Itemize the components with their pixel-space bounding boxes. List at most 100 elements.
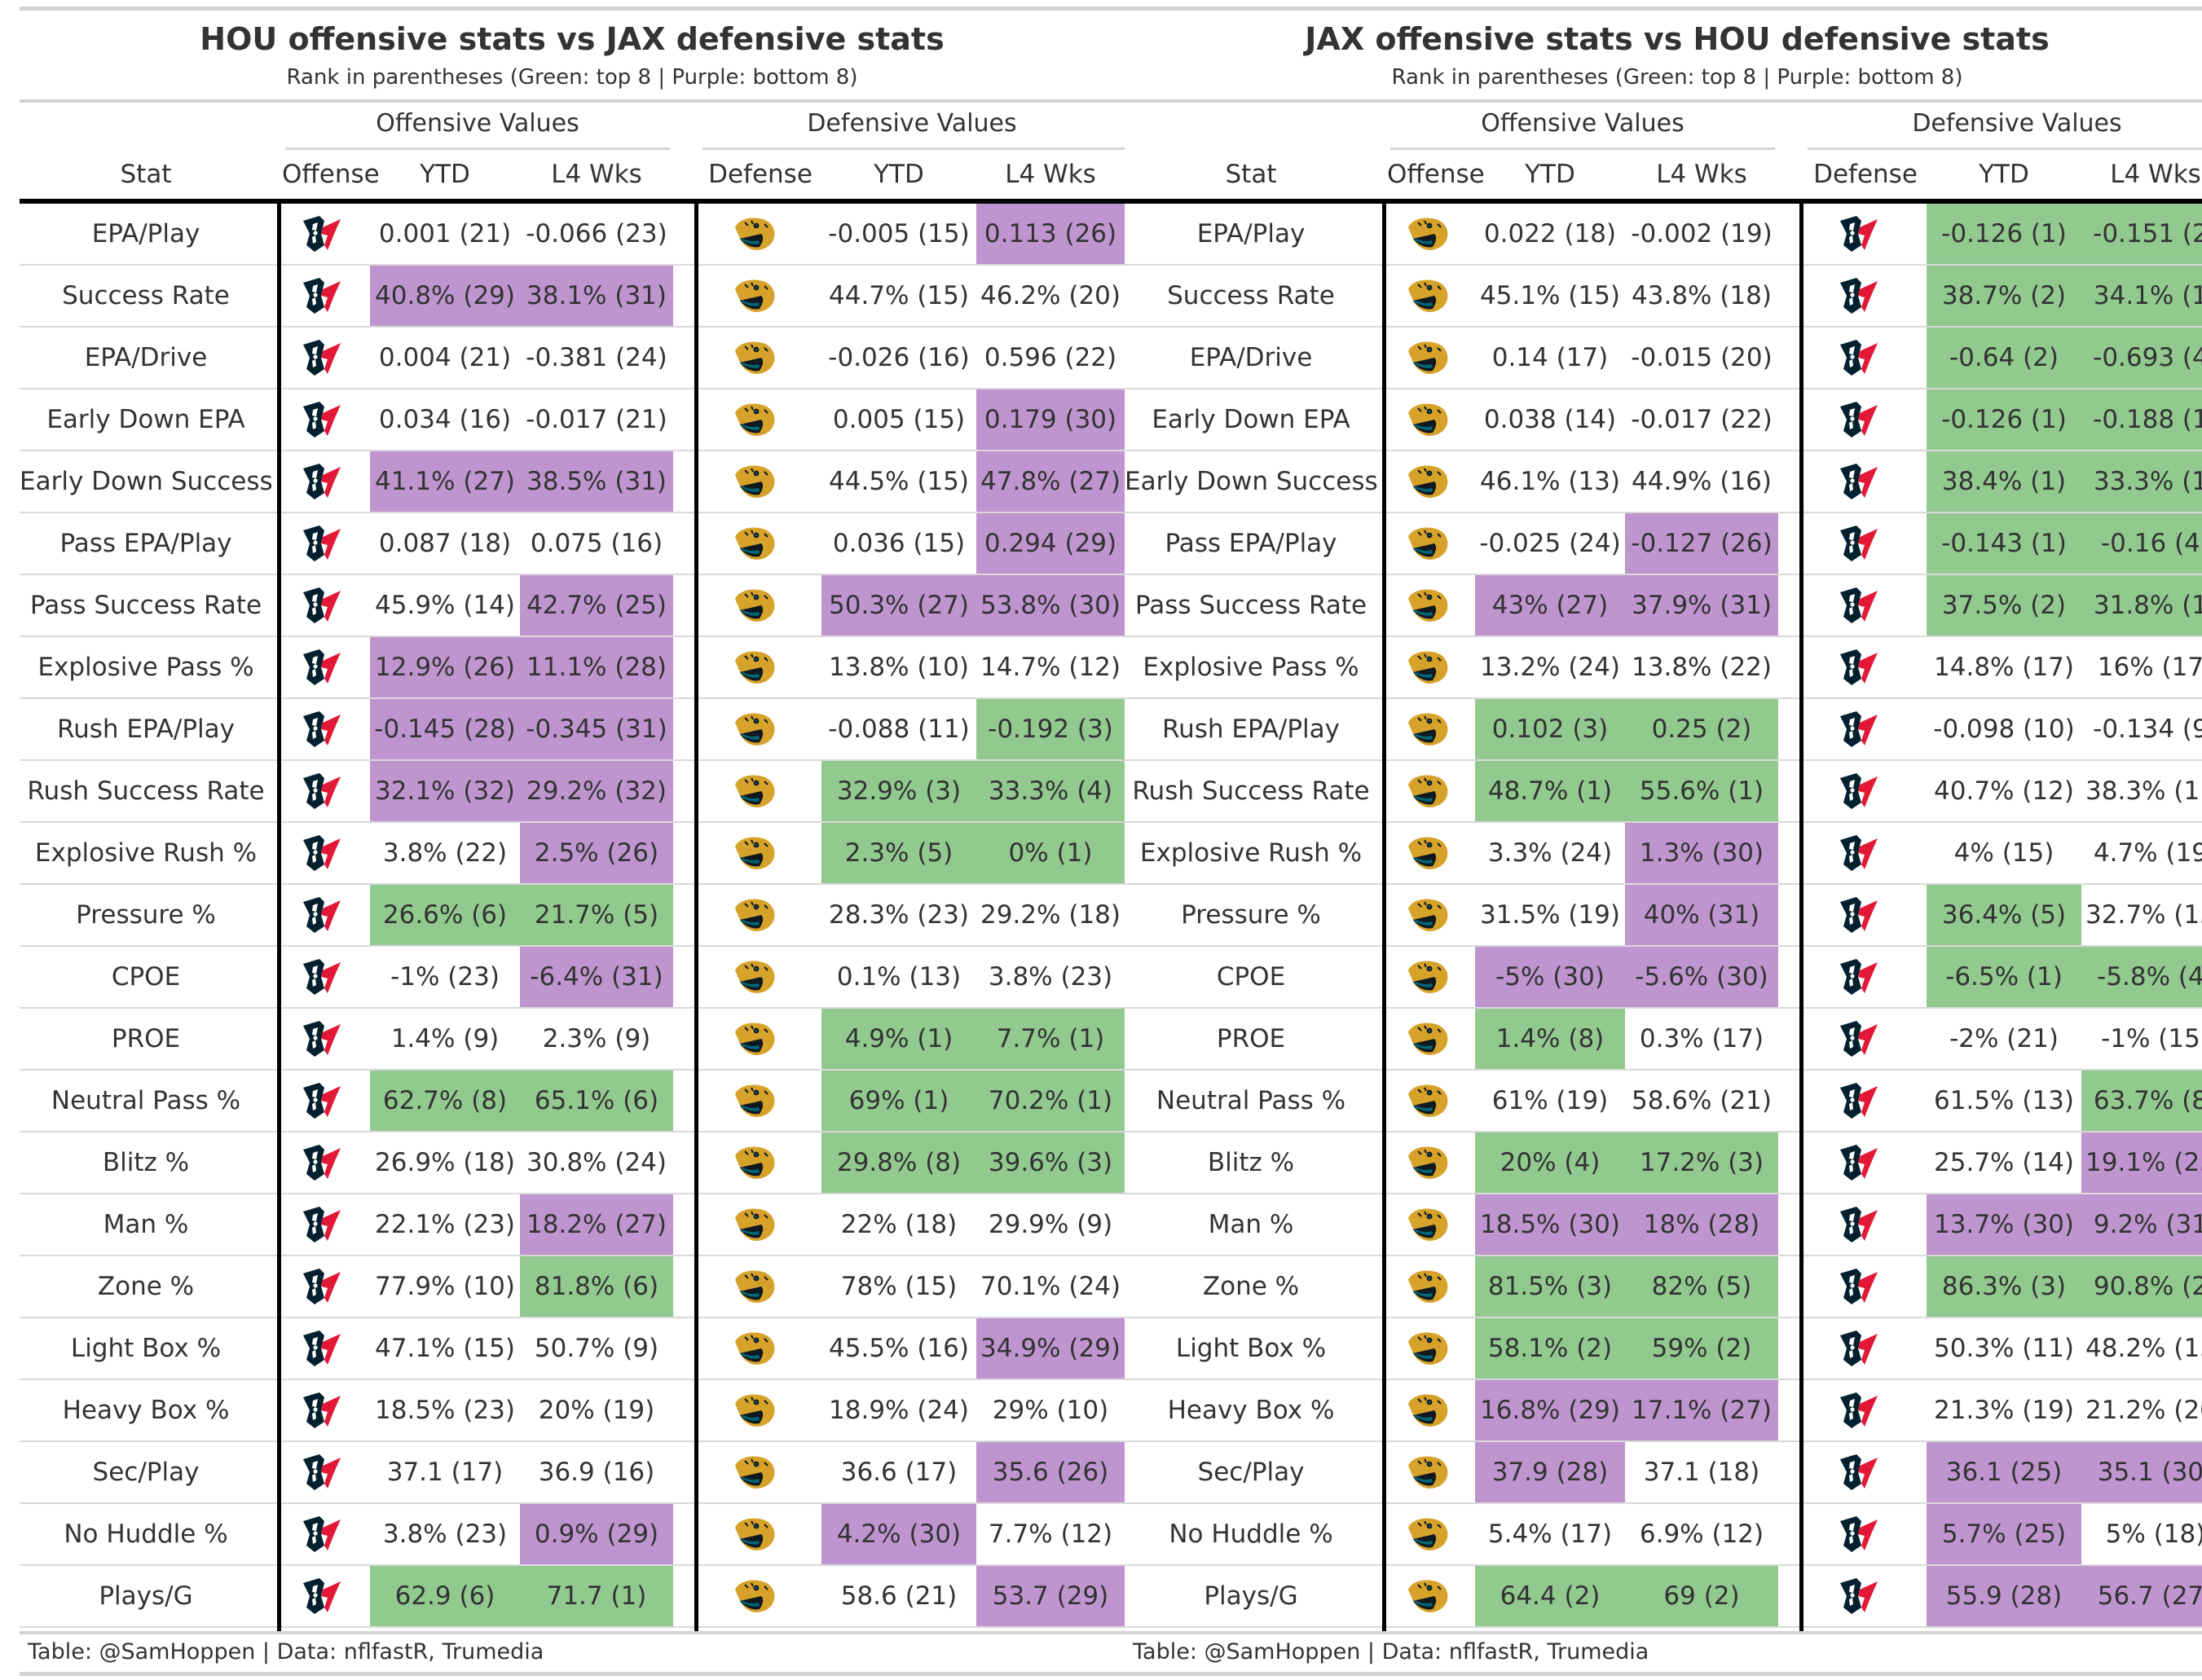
value-cell-def-l4: 53.8% (30) (976, 575, 1125, 635)
table-row: Early Down Success 41.1% (27) 38.5% (31) 44… (20, 451, 1125, 513)
jaguars-logo-icon (1408, 465, 1448, 498)
table-row: No Huddle % 5.4% (17) 6.9% (12) 5.7% (25) 5%… (1125, 1504, 2202, 1566)
value-cell-def-l4: -0.188 (1) (2081, 389, 2202, 450)
value-cell-def-l4: 34.9% (29) (976, 1318, 1125, 1379)
value-cell-def-ytd: 55.9 (28) (1927, 1566, 2081, 1626)
jaguars-logo-icon (1408, 775, 1448, 807)
value-cell-def-ytd: -0.005 (15) (828, 219, 970, 248)
texans-logo-icon (303, 587, 341, 623)
texans-logo-icon (1840, 711, 1878, 747)
texans-logo-icon (1840, 1145, 1878, 1181)
offensive-values-spanner: Offensive Values (376, 109, 579, 138)
value-cell-off-l4: 37.1 (18) (1643, 1458, 1760, 1487)
value-cell-def-l4: 4.7% (19) (2093, 838, 2202, 868)
stat-label: Success Rate (62, 281, 230, 310)
value-cell-def-ytd: 38.7% (2) (1927, 266, 2081, 326)
value-cell-off-l4: 82% (5) (1625, 1256, 1778, 1317)
texans-logo-icon (303, 278, 341, 314)
stat-label: Rush Success Rate (27, 776, 265, 806)
texans-logo-icon (303, 1145, 341, 1181)
value-cell-def-l4: -0.134 (9) (2093, 715, 2202, 744)
value-cell-off-ytd: 61% (19) (1491, 1086, 1609, 1115)
table-row: EPA/Drive 0.14 (17) -0.015 (20) -0.64 (2) -0… (1125, 328, 2202, 389)
table-title: HOU offensive stats vs JAX defensive sta… (200, 21, 945, 57)
column-header-offense: Offense (1387, 160, 1485, 189)
table-row: Rush Success Rate 48.7% (1) 55.6% (1) 40.7%… (1125, 761, 2202, 823)
stat-label: Zone % (1202, 1272, 1300, 1301)
jaguars-logo-icon (735, 775, 775, 807)
value-cell-def-l4: 39.6% (3) (976, 1132, 1125, 1193)
column-header-def-l4: L4 Wks (2110, 160, 2201, 189)
value-cell-def-l4: 46.2% (20) (980, 281, 1121, 310)
value-cell-def-ytd: -6.5% (1) (1927, 947, 2081, 1007)
left-table-panel: HOU offensive stats vs JAX defensive sta… (20, 7, 1125, 1677)
value-cell-def-l4: 53.7 (29) (976, 1566, 1125, 1626)
value-cell-off-l4: 38.5% (31) (520, 451, 673, 512)
jaguars-logo-icon (1408, 1394, 1448, 1427)
value-cell-off-l4: 20% (19) (538, 1396, 655, 1425)
source-note: Table: @SamHoppen | Data: nflfastR, Trum… (28, 1639, 544, 1665)
value-cell-def-ytd: 14.8% (17) (1934, 653, 2074, 682)
stat-label: Early Down EPA (1152, 405, 1350, 434)
value-cell-off-ytd: 40.8% (29) (370, 266, 520, 326)
jaguars-logo-icon (1408, 1518, 1448, 1550)
value-cell-def-l4: 70.1% (24) (980, 1272, 1121, 1301)
value-cell-off-ytd: 46.1% (13) (1480, 467, 1620, 496)
value-cell-off-ytd: 22.1% (23) (375, 1210, 515, 1239)
table-row: EPA/Drive 0.004 (21) -0.381 (24) -0.026 (16… (20, 328, 1125, 389)
value-cell-def-l4: 16% (17) (2097, 653, 2202, 682)
table-row: Heavy Box % 18.5% (23) 20% (19) 18.9% (24) 2… (20, 1380, 1125, 1442)
column-header-off-l4: L4 Wks (1656, 160, 1747, 189)
value-cell-off-l4: 44.9% (16) (1632, 467, 1772, 496)
value-cell-def-l4: 56.7 (27) (2081, 1566, 2202, 1626)
value-cell-def-l4: 0.596 (22) (984, 343, 1117, 372)
stat-label: Blitz % (102, 1148, 190, 1177)
table-row: Man % 22.1% (23) 18.2% (27) 22% (18) 29.9% (… (20, 1194, 1125, 1256)
value-cell-off-ytd: 0.004 (21) (378, 343, 512, 372)
value-cell-off-ytd: 37.1 (17) (386, 1458, 504, 1487)
table-row: Explosive Rush % 3.8% (22) 2.5% (26) 2.3% (… (20, 823, 1125, 885)
value-cell-def-ytd: -0.126 (1) (1927, 389, 2081, 450)
value-cell-off-l4: 1.3% (30) (1625, 823, 1778, 883)
value-cell-off-l4: 13.8% (22) (1632, 653, 1772, 682)
texans-logo-icon (303, 897, 341, 933)
value-cell-off-l4: -0.017 (22) (1631, 405, 1773, 434)
jaguars-logo-icon (1408, 1332, 1448, 1365)
stat-label: CPOE (1216, 962, 1286, 992)
table-row: Blitz % 20% (4) 17.2% (3) 25.7% (14) 19.1% (… (1125, 1132, 2202, 1194)
value-cell-off-ytd: 32.1% (32) (370, 761, 520, 821)
stat-label: Rush Success Rate (1132, 776, 1370, 806)
table-row: Pass Success Rate 43% (27) 37.9% (31) 37.5%… (1125, 575, 2202, 637)
table-row: No Huddle % 3.8% (23) 0.9% (29) 4.2% (30) 7.… (20, 1504, 1125, 1566)
jaguars-logo-icon (1408, 279, 1448, 312)
value-cell-off-ytd: 37.9 (28) (1475, 1442, 1625, 1502)
value-cell-def-l4: 7.7% (1) (976, 1009, 1125, 1069)
stat-label: EPA/Drive (1189, 343, 1313, 372)
texans-logo-icon (303, 1269, 341, 1304)
texans-logo-icon (1840, 587, 1878, 623)
stat-label: Sec/Play (1197, 1458, 1305, 1487)
table-subtitle: Rank in parentheses (Green: top 8 | Purp… (286, 65, 858, 90)
table-row: Sec/Play 37.1 (17) 36.9 (16) 36.6 (17) 35.6 … (20, 1442, 1125, 1504)
value-cell-def-ytd: 69% (1) (821, 1071, 976, 1131)
stat-label: Blitz % (1207, 1148, 1295, 1177)
jaguars-logo-icon (735, 1146, 775, 1179)
value-cell-off-ytd: 43% (27) (1475, 575, 1625, 635)
table-row: Plays/G 64.4 (2) 69 (2) 55.9 (28) 56.7 (27) (1125, 1566, 2202, 1628)
value-cell-off-ytd: -0.025 (24) (1479, 529, 1621, 558)
column-header-defense: Defense (708, 160, 813, 189)
texans-logo-icon (1840, 773, 1878, 809)
value-cell-off-ytd: -5% (30) (1475, 947, 1625, 1007)
jaguars-logo-icon (735, 961, 775, 993)
value-cell-def-ytd: 38.4% (1) (1927, 451, 2081, 512)
stat-label: Pressure % (76, 900, 216, 930)
value-cell-def-l4: -5.8% (4) (2081, 947, 2202, 1007)
jaguars-logo-icon (1408, 341, 1448, 374)
value-cell-def-ytd: 36.6 (17) (840, 1458, 958, 1487)
value-cell-def-ytd: 86.3% (3) (1927, 1256, 2081, 1317)
value-cell-off-l4: 55.6% (1) (1625, 761, 1778, 821)
column-header-def-ytd: YTD (1979, 160, 2029, 189)
table-row: Pass Success Rate 45.9% (14) 42.7% (25) 50.… (20, 575, 1125, 637)
value-cell-off-ytd: 1.4% (9) (390, 1024, 500, 1053)
value-cell-def-l4: 7.7% (12) (988, 1519, 1113, 1549)
